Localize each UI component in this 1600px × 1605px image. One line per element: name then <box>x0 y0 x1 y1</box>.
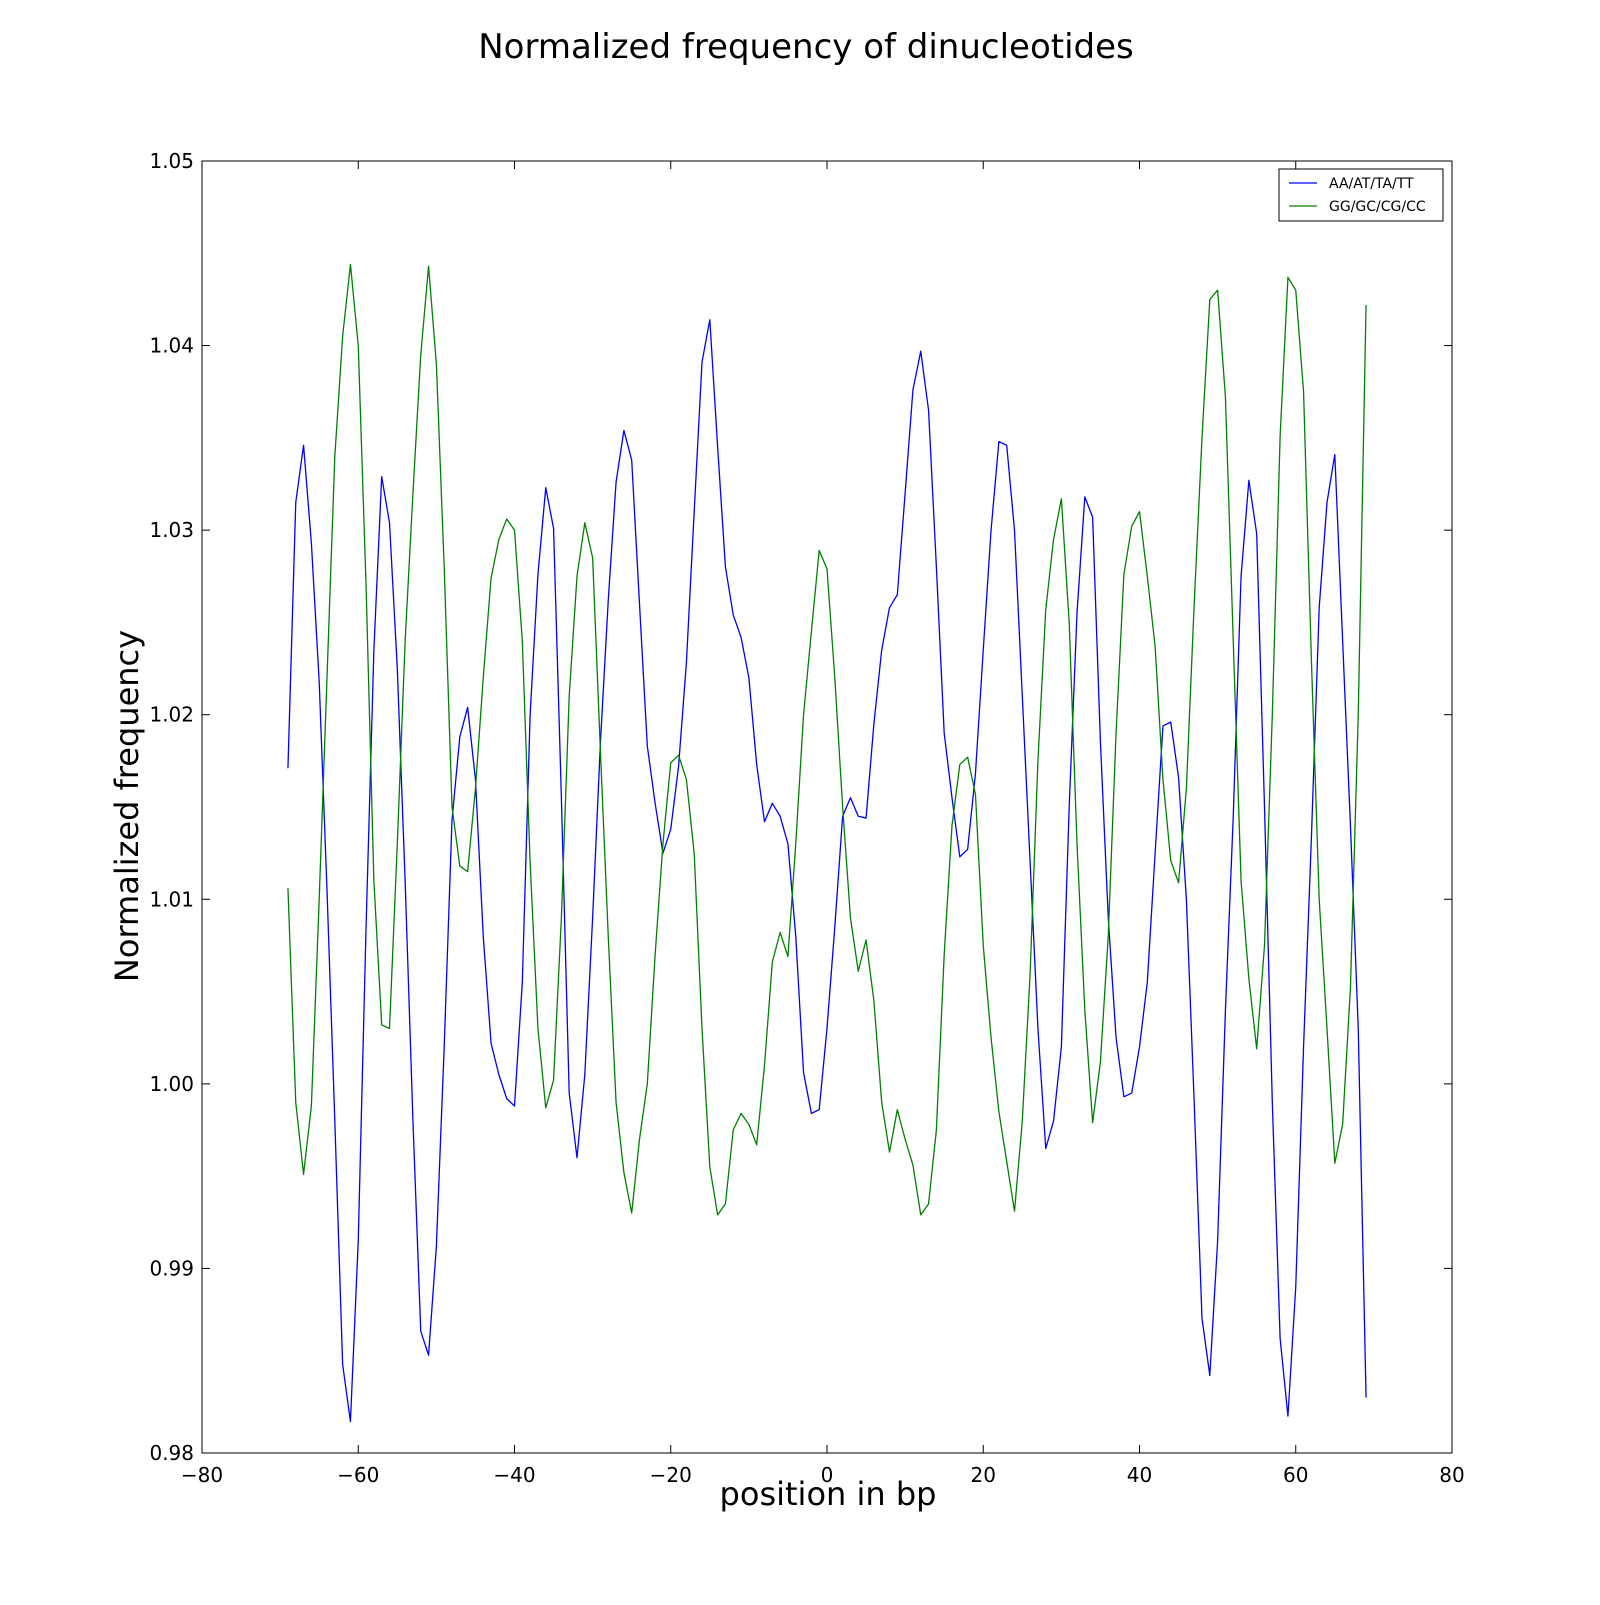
series-line-1 <box>287 319 1367 1423</box>
x-tick-label: 0 <box>821 1463 834 1487</box>
legend-label-2: GG/GC/CG/CC <box>1329 199 1426 215</box>
y-tick-label: 1.01 <box>149 887 194 911</box>
legend: AA/AT/TA/TT GG/GC/CG/CC <box>1278 168 1444 222</box>
chart-title: Normalized frequency of dinucleotides <box>478 27 1134 67</box>
y-tick-label: 0.99 <box>149 1256 194 1280</box>
y-tick-label: 1.03 <box>149 518 194 542</box>
y-axis-label: Normalized frequency <box>108 630 146 982</box>
x-tick-label: −80 <box>181 1463 223 1487</box>
plot-area-frame <box>201 160 1453 1454</box>
x-tick-label: −60 <box>337 1463 379 1487</box>
x-tick-label: 40 <box>1127 1463 1152 1487</box>
x-tick-label: −20 <box>650 1463 692 1487</box>
series-line-2 <box>287 263 1367 1216</box>
series-layer <box>287 263 1367 1423</box>
x-tick-label: 80 <box>1439 1463 1464 1487</box>
x-axis-label: position in bp <box>720 1475 937 1513</box>
x-tick-label: 60 <box>1283 1463 1308 1487</box>
legend-label-1: AA/AT/TA/TT <box>1329 176 1414 192</box>
y-tick-label: 1.02 <box>149 703 194 727</box>
y-tick-label: 1.00 <box>149 1072 194 1096</box>
y-tick-label: 1.05 <box>149 149 194 173</box>
x-tick-label: 20 <box>971 1463 996 1487</box>
legend-box <box>1278 168 1444 222</box>
y-tick-label: 0.98 <box>149 1441 194 1465</box>
y-tick-label: 1.04 <box>149 334 194 358</box>
ticks-layer: −80 −60 −40 −20 0 20 40 60 80 0.98 0.99 1.00 1.01 1.0… <box>149 149 1464 1487</box>
x-tick-label: −40 <box>493 1463 535 1487</box>
